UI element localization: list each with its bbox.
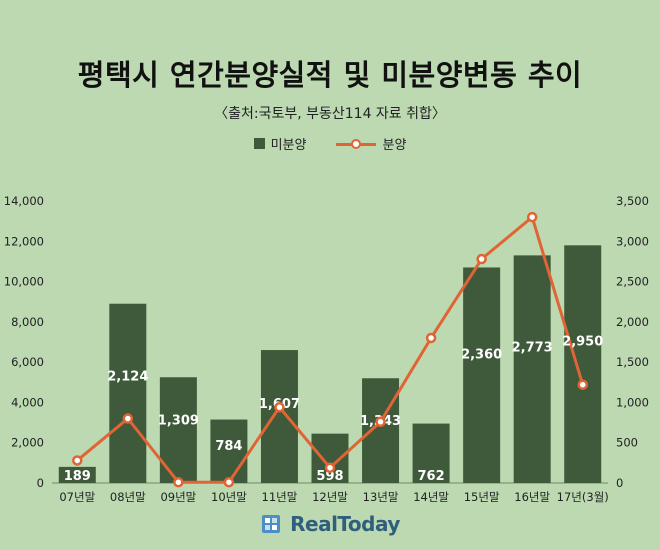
left-axis-tick-label: 12,000 <box>4 234 44 248</box>
legend-item-bar: 미분양 <box>253 134 307 153</box>
right-axis-tick-label: 0 <box>616 476 623 490</box>
bar <box>412 423 450 483</box>
left-axis-tick-label: 8,000 <box>11 315 44 329</box>
realtoday-logo-icon <box>262 515 281 533</box>
legend-line-label: 분양 <box>382 138 407 153</box>
bar-data-label: 784 <box>215 439 242 454</box>
left-axis-tick-label: 4,000 <box>11 395 44 409</box>
line-point <box>577 379 588 390</box>
chart-legend: 미분양 분양 <box>0 134 660 153</box>
legend-bar-label: 미분양 <box>270 138 307 153</box>
bar-data-label: 762 <box>418 469 445 484</box>
legend-bar-swatch <box>253 138 265 149</box>
right-axis-tick-label: 1,500 <box>616 355 649 369</box>
chart-title: 평택시 연간분양실적 및 미분양변동 추이 <box>77 58 583 92</box>
bar-data-label: 2,950 <box>562 334 603 349</box>
x-axis-tick-label: 11년말 <box>262 490 298 504</box>
line-point <box>173 476 184 488</box>
bar <box>109 303 147 483</box>
brand-logo: RealToday <box>0 512 660 536</box>
right-axis-tick-label: 2,500 <box>616 275 649 289</box>
left-axis-tick-label: 6,000 <box>11 355 44 369</box>
bar <box>210 419 248 483</box>
line-point <box>274 402 285 413</box>
logo-text: RealToday <box>290 512 400 536</box>
x-axis-tick-label: 09년말 <box>160 490 196 504</box>
bar <box>513 255 551 483</box>
x-axis-tick-label: 10년말 <box>211 490 247 504</box>
x-axis-tick-label: 16년말 <box>514 490 550 504</box>
bar-data-label: 2,773 <box>512 340 553 355</box>
bar-data-label: 189 <box>64 469 91 484</box>
bar <box>260 350 298 483</box>
line-point <box>476 253 487 265</box>
chart-subtitle: 〈출처:국토부, 부동산114 자료 취합〉 <box>214 106 446 122</box>
bar <box>362 378 400 483</box>
line-point <box>526 211 538 223</box>
x-axis-tick-label: 14년말 <box>413 490 449 504</box>
x-axis-tick-label: 07년말 <box>59 490 95 504</box>
bar-data-label: 598 <box>316 469 343 484</box>
line-point <box>425 332 437 344</box>
left-axis-tick-label: 2,000 <box>11 436 44 450</box>
bar <box>58 466 96 483</box>
legend-line-swatch <box>336 138 377 150</box>
right-axis-tick-label: 3,500 <box>616 194 649 208</box>
right-axis-tick-label: 2,000 <box>616 315 649 329</box>
left-axis-tick-label: 14,000 <box>4 194 44 208</box>
left-axis-tick-label: 10,000 <box>4 275 44 289</box>
x-axis-tick-label: 08년말 <box>110 490 146 504</box>
x-axis-tick-label: 13년말 <box>363 490 399 504</box>
right-axis-tick-label: 3,000 <box>616 234 649 248</box>
right-axis-tick-label: 500 <box>616 436 638 450</box>
line-point <box>223 476 235 488</box>
x-axis-tick-label: 17년(3월) <box>557 490 609 504</box>
left-axis-tick-label: 0 <box>37 476 44 490</box>
bar <box>463 267 501 483</box>
line-point <box>72 455 83 466</box>
right-axis-tick-label: 1,000 <box>616 395 649 409</box>
legend-item-line: 분양 <box>336 134 406 153</box>
x-axis-tick-label: 15년말 <box>464 490 500 504</box>
line-point <box>375 416 386 428</box>
x-axis-tick-label: 12년말 <box>312 490 348 504</box>
bar <box>564 245 602 483</box>
bar-data-label: 2,124 <box>107 369 148 384</box>
bar-data-label: 2,360 <box>461 348 502 363</box>
line-point <box>324 462 336 473</box>
bar-data-label: 1,309 <box>158 414 199 429</box>
line-point <box>122 413 134 424</box>
